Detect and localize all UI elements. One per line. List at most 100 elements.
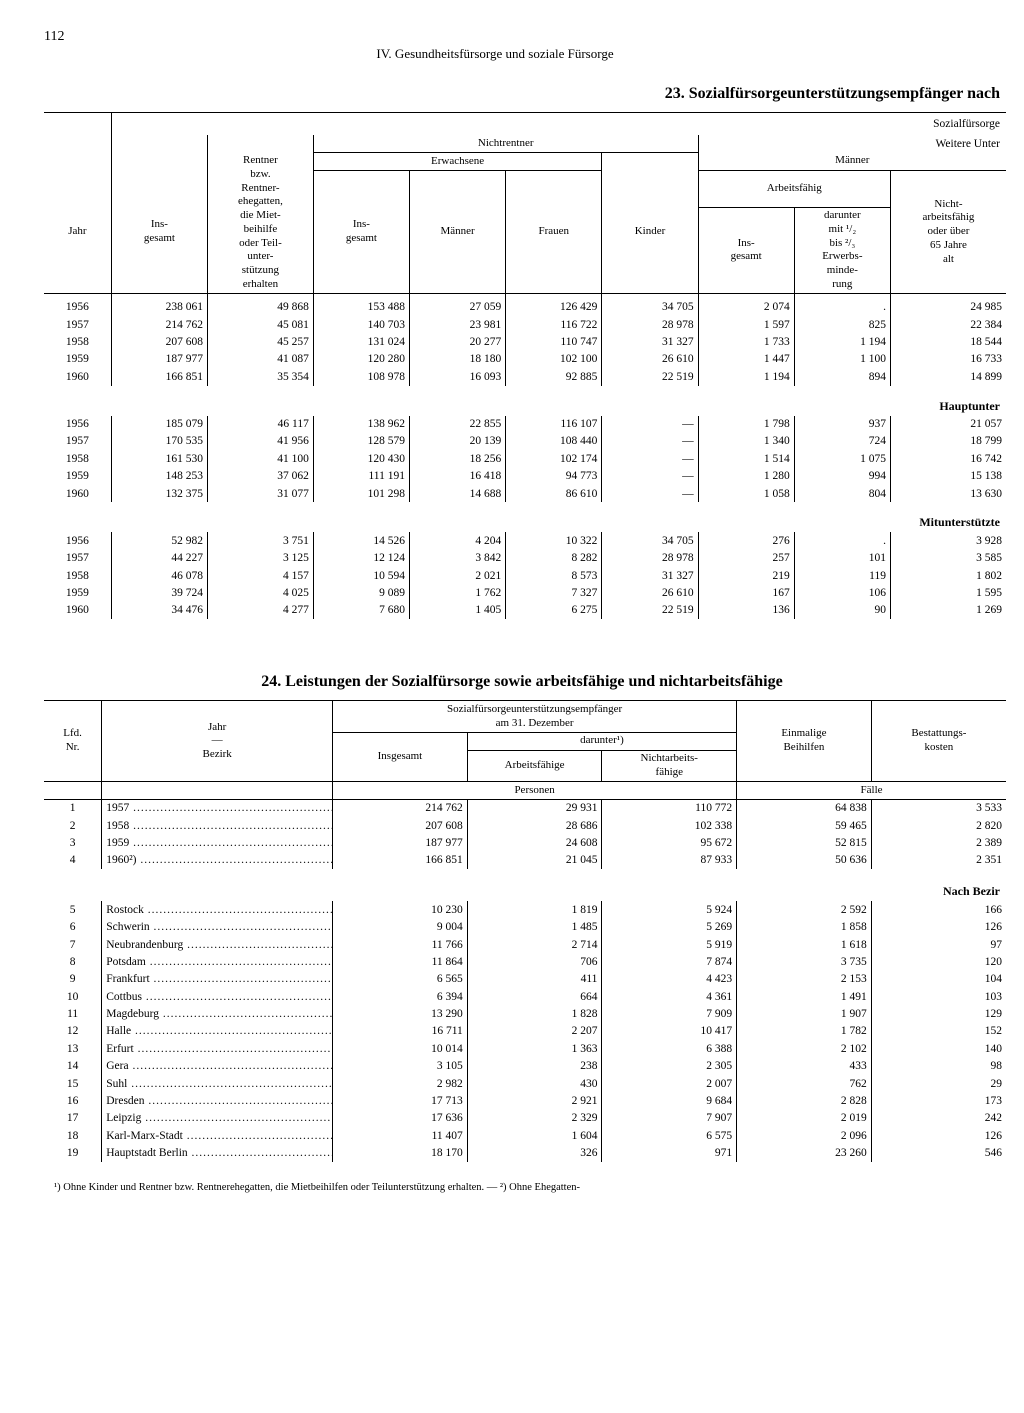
hdr-arbeitsfaehig: Arbeitsfähig	[698, 170, 890, 207]
cell: 238 061	[111, 294, 207, 316]
cell: 6 394	[333, 988, 468, 1005]
cell: 16 711	[333, 1023, 468, 1040]
cell-lfd: 10	[44, 988, 102, 1005]
hdr-darunter: darunter¹)	[467, 732, 736, 750]
cell: 128 579	[313, 433, 409, 450]
cell: 1 100	[794, 351, 890, 368]
table-row: 1957170 53541 956128 57920 139108 440—1 …	[44, 433, 1006, 450]
cell: 4 361	[602, 988, 737, 1005]
table-row: 1959148 25337 062111 19116 41894 773—1 2…	[44, 468, 1006, 485]
cell: 166	[871, 901, 1006, 918]
cell: 94 773	[506, 468, 602, 485]
table-row: 195939 7244 0259 0891 7627 32726 6101671…	[44, 585, 1006, 602]
hdr-maenner: Männer	[410, 170, 506, 293]
cell: 2 921	[467, 1092, 602, 1109]
cell: 120 430	[313, 450, 409, 467]
cell: 11 864	[333, 953, 468, 970]
hdr-weitere: Weitere Unter	[698, 135, 1006, 152]
cell: 1 802	[890, 567, 1006, 584]
cell: 22 384	[890, 316, 1006, 333]
cell: 13 290	[333, 1006, 468, 1023]
cell: 11 407	[333, 1127, 468, 1144]
cell: 1 907	[737, 1006, 872, 1023]
cell: 21 045	[467, 852, 602, 869]
hdr-jahr: Jahr	[44, 170, 111, 293]
cell: 10 230	[333, 901, 468, 918]
cell: 16 733	[890, 351, 1006, 368]
cell-label: Gera	[102, 1058, 333, 1075]
cell: 1958	[44, 567, 111, 584]
cell: 12 124	[313, 550, 409, 567]
cell: 18 544	[890, 333, 1006, 350]
hdr-bestattung: Bestattungs- kosten	[871, 701, 1006, 782]
cell: 1 618	[737, 936, 872, 953]
cell: 18 170	[333, 1145, 468, 1162]
cell: 1 269	[890, 602, 1006, 619]
page-header: 112 IV. Gesundheitsfürsorge und soziale …	[44, 28, 1006, 62]
cell: 97	[871, 936, 1006, 953]
cell: 23 981	[410, 316, 506, 333]
cell: 4 204	[410, 532, 506, 549]
cell: 238	[467, 1058, 602, 1075]
cell: 41 100	[208, 450, 314, 467]
cell: 22 519	[602, 602, 698, 619]
cell: 87 933	[602, 852, 737, 869]
cell: 52 982	[111, 532, 207, 549]
cell-lfd: 2	[44, 817, 102, 834]
hdr-nichtrentner: Nichtrentner	[313, 135, 698, 152]
table-row: 7Neubrandenburg11 7662 7145 9191 61897	[44, 936, 1006, 953]
cell: 1 194	[794, 333, 890, 350]
cell-label: Hauptstadt Berlin	[102, 1145, 333, 1162]
table-row: 1960132 37531 077101 29814 68886 610—1 0…	[44, 485, 1006, 502]
cell: 102 100	[506, 351, 602, 368]
cell: 98	[871, 1058, 1006, 1075]
cell: 136	[698, 602, 794, 619]
cell: 1957	[44, 433, 111, 450]
table-row: 196034 4764 2777 6801 4056 27522 5191369…	[44, 602, 1006, 619]
cell: 937	[794, 416, 890, 433]
cell: 2 389	[871, 835, 1006, 852]
hdr-frauen: Frauen	[506, 170, 602, 293]
cell: 126	[871, 1127, 1006, 1144]
cell: 166 851	[111, 368, 207, 385]
cell: 14 526	[313, 532, 409, 549]
cell: 18 799	[890, 433, 1006, 450]
cell: 2 982	[333, 1075, 468, 1092]
table-row: 195846 0784 15710 5942 0218 57331 327219…	[44, 567, 1006, 584]
cell: 166 851	[333, 852, 468, 869]
hdr-einmalige: Einmalige Beihilfen	[737, 701, 872, 782]
cell: 119	[794, 567, 890, 584]
hdr-af-insgesamt: Ins- gesamt	[698, 207, 794, 294]
cell: 7 909	[602, 1006, 737, 1023]
cell: 242	[871, 1110, 1006, 1127]
cell-lfd: 4	[44, 852, 102, 869]
table-row: 10Cottbus6 3946644 3611 491103	[44, 988, 1006, 1005]
cell: 3 842	[410, 550, 506, 567]
cell: 173	[871, 1092, 1006, 1109]
table-23: Sozialfürsorge Nichtrentner Weitere Unte…	[44, 112, 1006, 626]
cell: 1959	[44, 585, 111, 602]
table-24-head: Lfd. Nr. Jahr — Bezirk Sozialfürsorgeunt…	[44, 701, 1006, 800]
cell: 44 227	[111, 550, 207, 567]
cell: 22 519	[602, 368, 698, 385]
table-row: 11Magdeburg13 2901 8287 9091 907129	[44, 1006, 1006, 1023]
block-label: Mitunterstützte	[44, 509, 1006, 532]
cell: 994	[794, 468, 890, 485]
cell: 45 081	[208, 316, 314, 333]
cell: 120 280	[313, 351, 409, 368]
cell: —	[602, 433, 698, 450]
cell: 9 684	[602, 1092, 737, 1109]
cell: 20 277	[410, 333, 506, 350]
cell-label: Erfurt	[102, 1040, 333, 1057]
cell-lfd: 16	[44, 1092, 102, 1109]
cell: 1 597	[698, 316, 794, 333]
hdr-nichtarbeitsfaehige: Nichtarbeits- fähige	[602, 750, 737, 782]
cell: 185 079	[111, 416, 207, 433]
cell: 1 514	[698, 450, 794, 467]
cell: 167	[698, 585, 794, 602]
table-row: 12Halle16 7112 20710 4171 782152	[44, 1023, 1006, 1040]
cell: 1959	[44, 468, 111, 485]
cell-label: Neubrandenburg	[102, 936, 333, 953]
cell: 22 855	[410, 416, 506, 433]
hdr-af-darunter: darunter mit ¹/₂ bis ²/₃ Erwerbs- minde-…	[794, 207, 890, 294]
